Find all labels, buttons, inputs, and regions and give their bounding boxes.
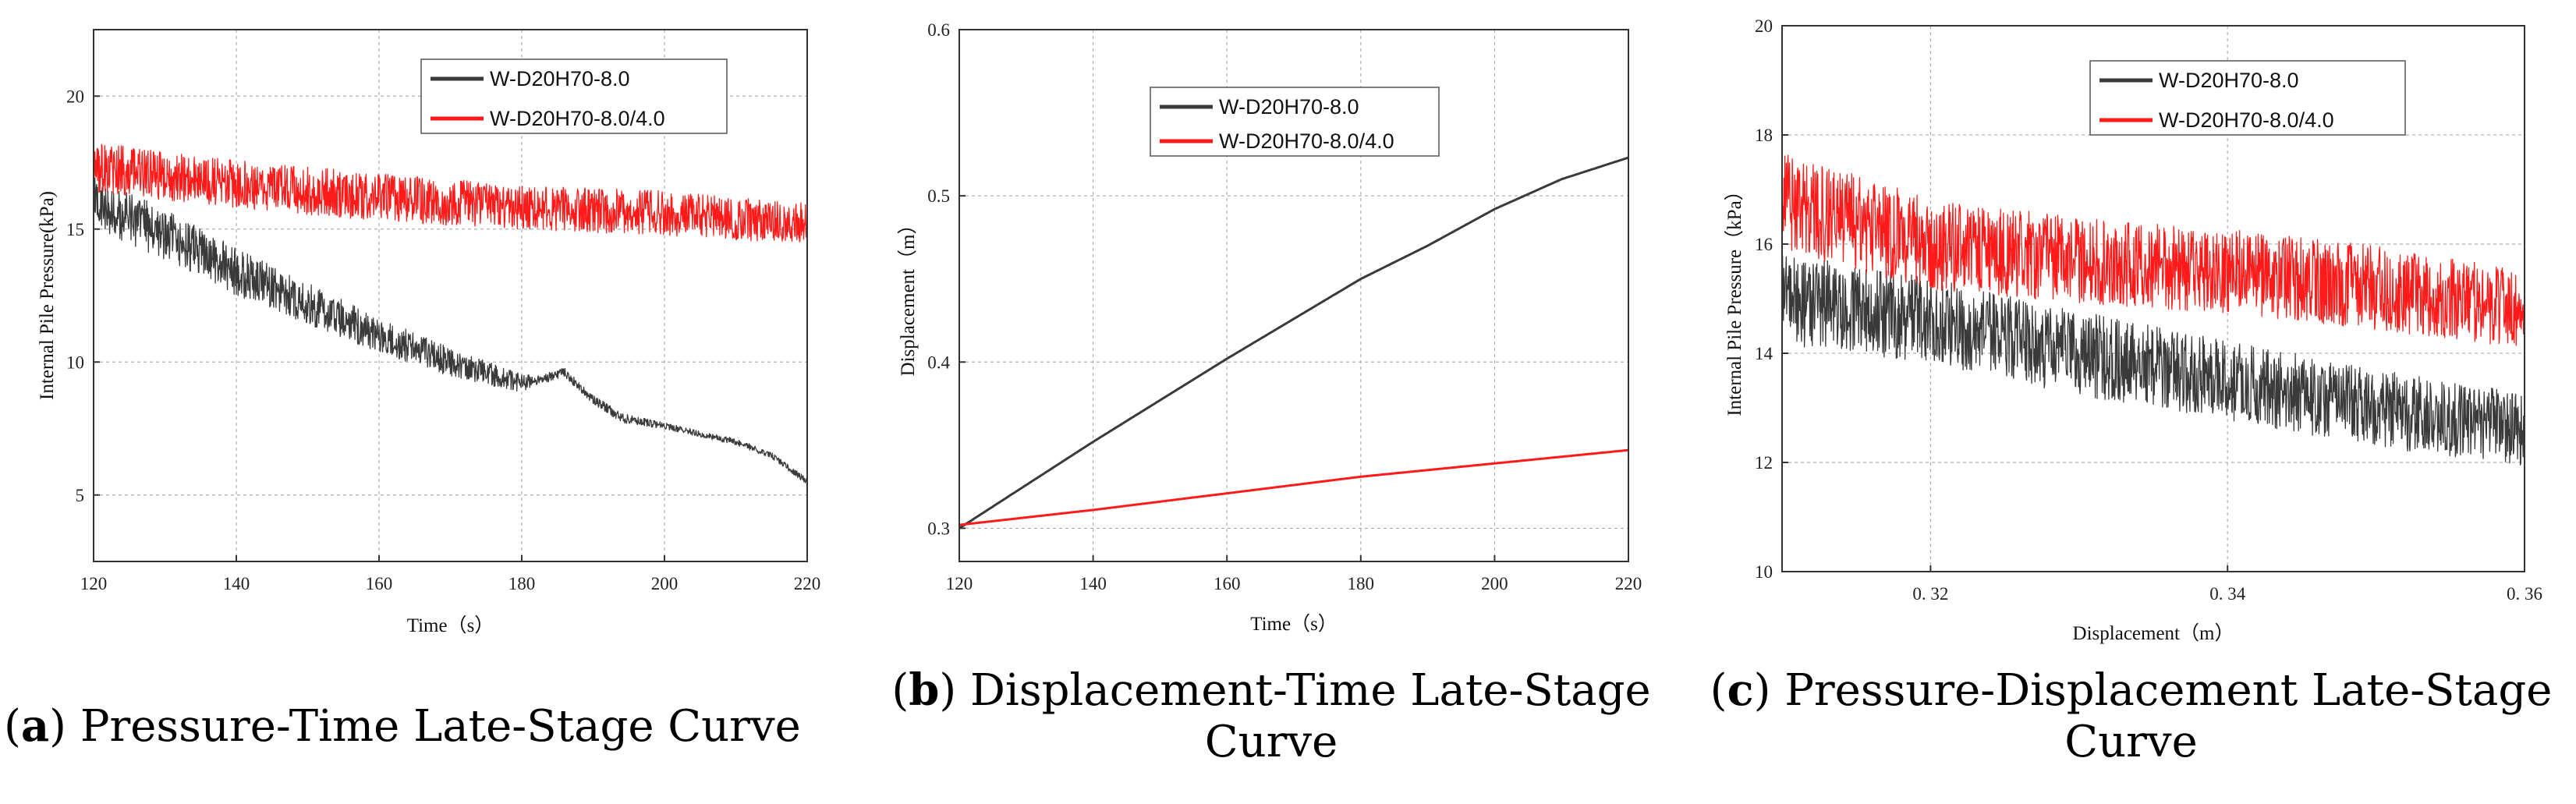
legend: W-D20H70-8.0 W-D20H70-8.0/4.0 bbox=[1150, 87, 1440, 157]
y-tick-label: 10 bbox=[66, 352, 84, 372]
series-line-0 bbox=[1781, 256, 2525, 466]
legend-label: W-D20H70-8.0 bbox=[2159, 69, 2299, 92]
caption-a-letter: a bbox=[20, 700, 50, 752]
caption-b-letter: b bbox=[909, 664, 940, 716]
legend-label: W-D20H70-8.0 bbox=[490, 67, 630, 90]
y-tick-label: 10 bbox=[1755, 562, 1773, 582]
x-tick-label: 180 bbox=[1348, 574, 1375, 593]
x-tick-label: 120 bbox=[80, 574, 108, 593]
x-tick-label: 0. 36 bbox=[2507, 584, 2542, 604]
x-axis-label: Displacement（m） bbox=[2073, 622, 2234, 644]
x-tick-label: 140 bbox=[223, 574, 250, 593]
x-axis-label: Time（s） bbox=[407, 615, 494, 636]
legend-label: W-D20H70-8.0/4.0 bbox=[2159, 108, 2334, 132]
y-axis-label: Internal Pile Pressure(kPa) bbox=[37, 191, 58, 400]
legend-label: W-D20H70-8.0/4.0 bbox=[490, 107, 665, 130]
legend-label: W-D20H70-8.0 bbox=[1219, 95, 1359, 119]
caption-c-text: Pressure-Displacement Late-Stage Curve bbox=[1784, 665, 2553, 767]
legend: W-D20H70-8.0 W-D20H70-8.0/4.0 bbox=[2089, 60, 2406, 136]
legend-box bbox=[1150, 87, 1440, 157]
chart-panel-c: 0. 32 0. 34 0. 36 10 12 14 16 18 20 Displacement（… bbox=[1724, 16, 2542, 644]
x-tick-label: 160 bbox=[1214, 574, 1241, 593]
series-line-1 bbox=[1781, 154, 2525, 346]
y-tick-label: 18 bbox=[1755, 126, 1773, 145]
y-tick-label: 14 bbox=[1755, 344, 1773, 363]
caption-c-letter: c bbox=[1727, 664, 1754, 716]
x-tick-label: 120 bbox=[946, 574, 973, 593]
series-line-0 bbox=[958, 156, 1629, 530]
legend-box bbox=[2089, 60, 2406, 136]
x-tick-label: 160 bbox=[366, 574, 393, 593]
y-axis-label: Internal Pile Pressure（kPa） bbox=[1724, 181, 1745, 416]
y-tick-label: 15 bbox=[66, 220, 84, 239]
axes-frame bbox=[93, 29, 808, 562]
caption-a-text: Pressure-Time Late-Stage Curve bbox=[80, 701, 801, 752]
x-tick-label: 0. 32 bbox=[1912, 584, 1948, 604]
y-axis-label: Displacement（m） bbox=[897, 215, 919, 377]
legend: W-D20H70-8.0 W-D20H70-8.0/4.0 bbox=[420, 58, 728, 134]
x-tick-label: 220 bbox=[1615, 574, 1642, 593]
y-tick-label: 0.6 bbox=[927, 20, 950, 40]
x-tick-label: 220 bbox=[794, 574, 821, 593]
y-tick-label: 12 bbox=[1755, 453, 1773, 473]
caption-b-text: Displacement-Time Late-Stage Curve bbox=[970, 665, 1651, 767]
y-tick-label: 20 bbox=[66, 87, 84, 106]
series-line-1 bbox=[958, 448, 1629, 526]
y-tick-label: 5 bbox=[76, 486, 85, 505]
caption-c: (c) Pressure-Displacement Late-Stage Cur… bbox=[1710, 664, 2553, 767]
chart-panel-a: 120 140 160 180 200 220 5 10 15 20 Time（s） Internal… bbox=[37, 29, 821, 636]
axes-frame bbox=[958, 29, 1629, 562]
axes-frame bbox=[1781, 25, 2525, 572]
y-tick-label: 0.5 bbox=[927, 186, 950, 206]
legend-label: W-D20H70-8.0/4.0 bbox=[1219, 129, 1394, 153]
x-tick-label: 200 bbox=[1481, 574, 1508, 593]
series-line-1 bbox=[93, 143, 808, 243]
series-line-0 bbox=[93, 177, 808, 483]
x-tick-label: 180 bbox=[508, 574, 536, 593]
caption-a: (a) Pressure-Time Late-Stage Curve bbox=[4, 700, 801, 752]
y-tick-label: 16 bbox=[1755, 235, 1773, 254]
chart-panel-b: 120 140 160 180 200 220 0.3 0.4 0.5 0.6 Time（s） Dis… bbox=[897, 20, 1642, 635]
x-tick-label: 0. 34 bbox=[2209, 584, 2246, 604]
legend-box bbox=[420, 58, 728, 134]
x-tick-label: 140 bbox=[1079, 574, 1107, 593]
caption-b: (b) Displacement-Time Late-Stage Curve bbox=[891, 664, 1651, 767]
x-axis-label: Time（s） bbox=[1250, 613, 1338, 635]
y-tick-label: 20 bbox=[1755, 16, 1773, 36]
y-tick-label: 0.4 bbox=[927, 352, 950, 372]
x-tick-label: 200 bbox=[651, 574, 679, 593]
y-tick-label: 0.3 bbox=[927, 519, 950, 538]
